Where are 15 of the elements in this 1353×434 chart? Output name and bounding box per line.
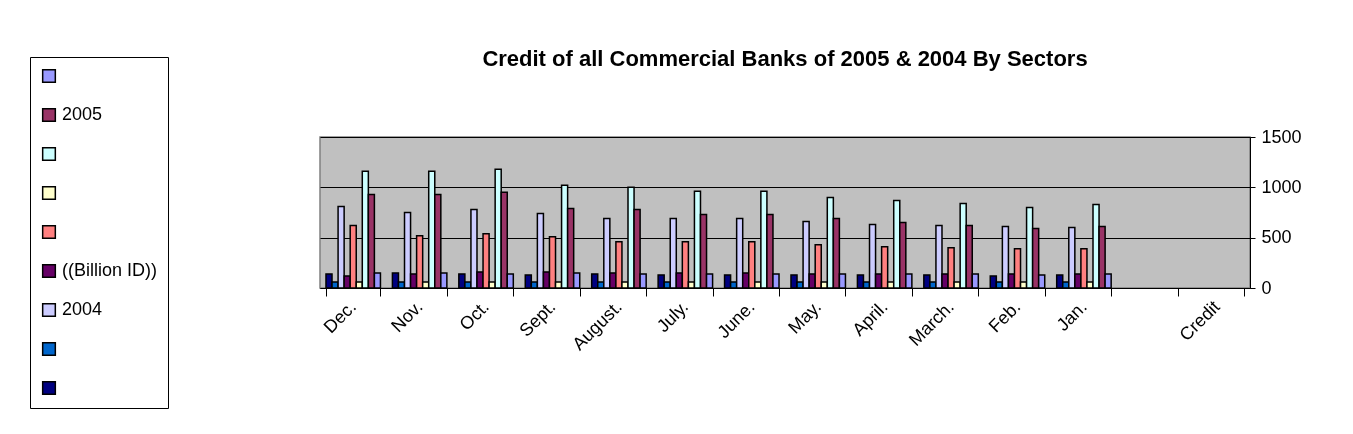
legend-label: 2004 bbox=[62, 299, 103, 319]
y-tick-label: 1500 bbox=[1261, 126, 1302, 147]
legend-label: 2005 bbox=[62, 104, 103, 124]
y-tick-label: 1000 bbox=[1261, 176, 1302, 197]
x-tick-label: Oct. bbox=[455, 296, 493, 335]
x-tick-label: July. bbox=[652, 296, 693, 337]
x-tick-label: Nov. bbox=[387, 296, 427, 337]
y-tick-label: 0 bbox=[1261, 277, 1272, 298]
legend-label: ((Billion ID)) bbox=[62, 260, 158, 280]
x-tick-label: Jan. bbox=[1052, 296, 1091, 335]
y-tick-label: 500 bbox=[1261, 227, 1292, 248]
x-tick-label: May. bbox=[784, 296, 826, 338]
x-tick-label: Feb. bbox=[984, 296, 1025, 337]
chart-title: Credit of all Commercial Banks of 2005 & 2004 By Sectors bbox=[482, 45, 1088, 71]
x-tick-label: Dec. bbox=[319, 296, 361, 338]
